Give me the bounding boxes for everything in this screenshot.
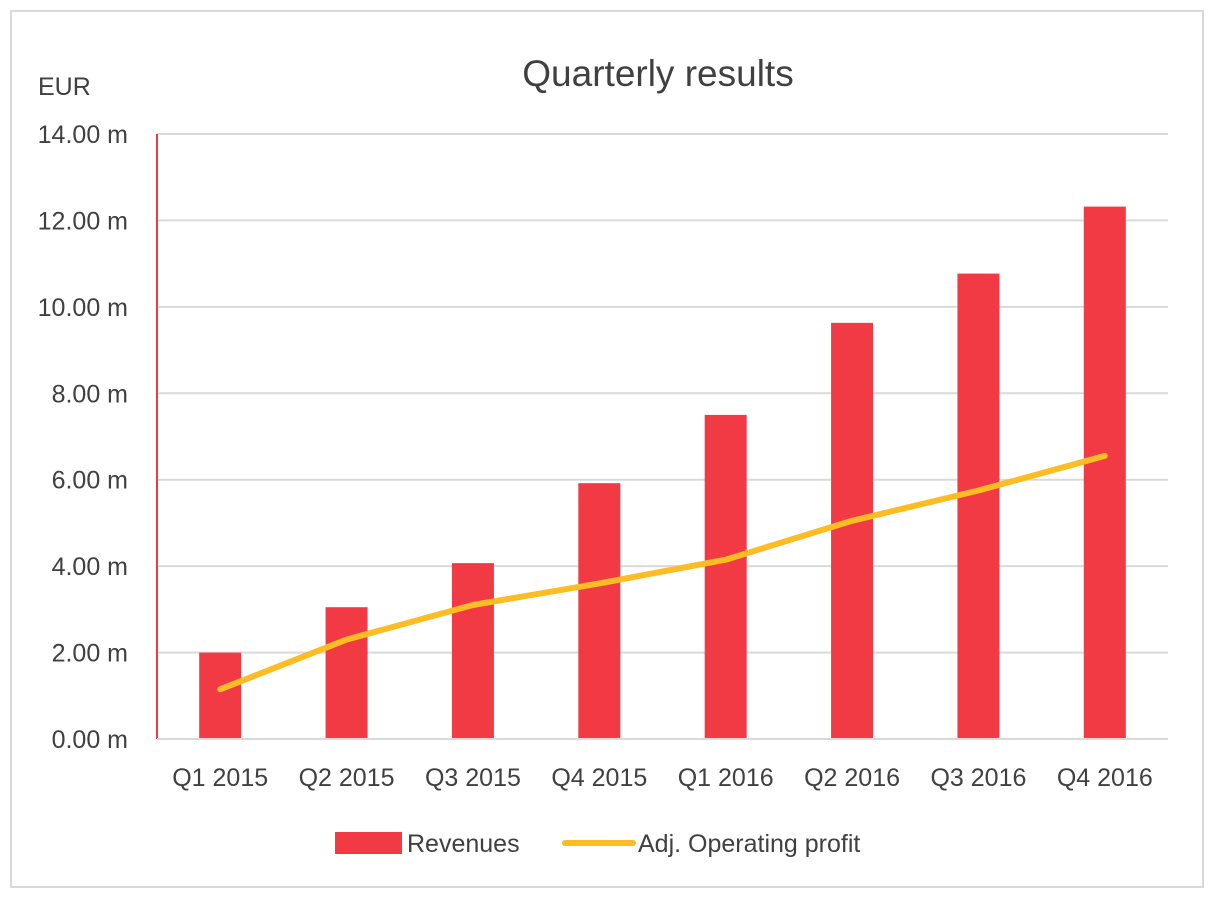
- operating-profit-line: [217, 452, 1108, 693]
- legend: Revenues Adj. Operating profit: [335, 830, 860, 858]
- y-tick-label-5: 10.00 m: [38, 294, 128, 322]
- bar-6: [957, 273, 1000, 739]
- y-axis-unit-label: EUR: [38, 73, 91, 101]
- legend-label-revenues: Revenues: [407, 830, 520, 858]
- chart-frame: [10, 10, 1204, 888]
- x-axis-ticks: Q1 2015 Q2 2015 Q3 2015 Q4 2015 Q1 2016 Q2 20…: [172, 764, 1153, 792]
- y-tick-label-3: 6.00 m: [52, 467, 128, 495]
- bar-3: [578, 483, 621, 739]
- y-tick-label-6: 12.00 m: [38, 207, 128, 235]
- chart-title: Quarterly results: [522, 53, 793, 94]
- bar-0: [199, 652, 242, 739]
- operating-profit-line-group: [217, 452, 1108, 693]
- x-tick-label-1: Q2 2015: [299, 764, 395, 792]
- y-tick-label-4: 8.00 m: [52, 380, 128, 408]
- x-tick-label-4: Q1 2016: [678, 764, 774, 792]
- x-tick-label-3: Q4 2015: [551, 764, 647, 792]
- legend-swatch-revenues: [335, 832, 402, 854]
- y-tick-label-7: 14.00 m: [38, 121, 128, 149]
- x-tick-label-0: Q1 2015: [172, 764, 268, 792]
- axes: [156, 134, 1168, 740]
- x-tick-label-7: Q4 2016: [1057, 764, 1153, 792]
- x-tick-label-6: Q3 2016: [930, 764, 1026, 792]
- legend-label-operating-profit: Adj. Operating profit: [638, 830, 860, 858]
- bar-2: [451, 563, 494, 739]
- bar-4: [704, 414, 747, 739]
- revenue-bars: [199, 206, 1126, 740]
- x-tick-label-2: Q3 2015: [425, 764, 521, 792]
- y-tick-label-0: 0.00 m: [52, 726, 128, 754]
- y-tick-label-2: 4.00 m: [52, 553, 128, 581]
- y-tick-label-1: 2.00 m: [52, 640, 128, 668]
- gridlines: [157, 133, 1168, 740]
- x-tick-label-5: Q2 2016: [804, 764, 900, 792]
- bar-1: [325, 607, 368, 739]
- bar-5: [831, 322, 874, 739]
- bar-7: [1083, 206, 1126, 740]
- y-axis-ticks: 0.00 m 2.00 m 4.00 m 6.00 m 8.00 m 10.00 m 12.…: [38, 121, 128, 754]
